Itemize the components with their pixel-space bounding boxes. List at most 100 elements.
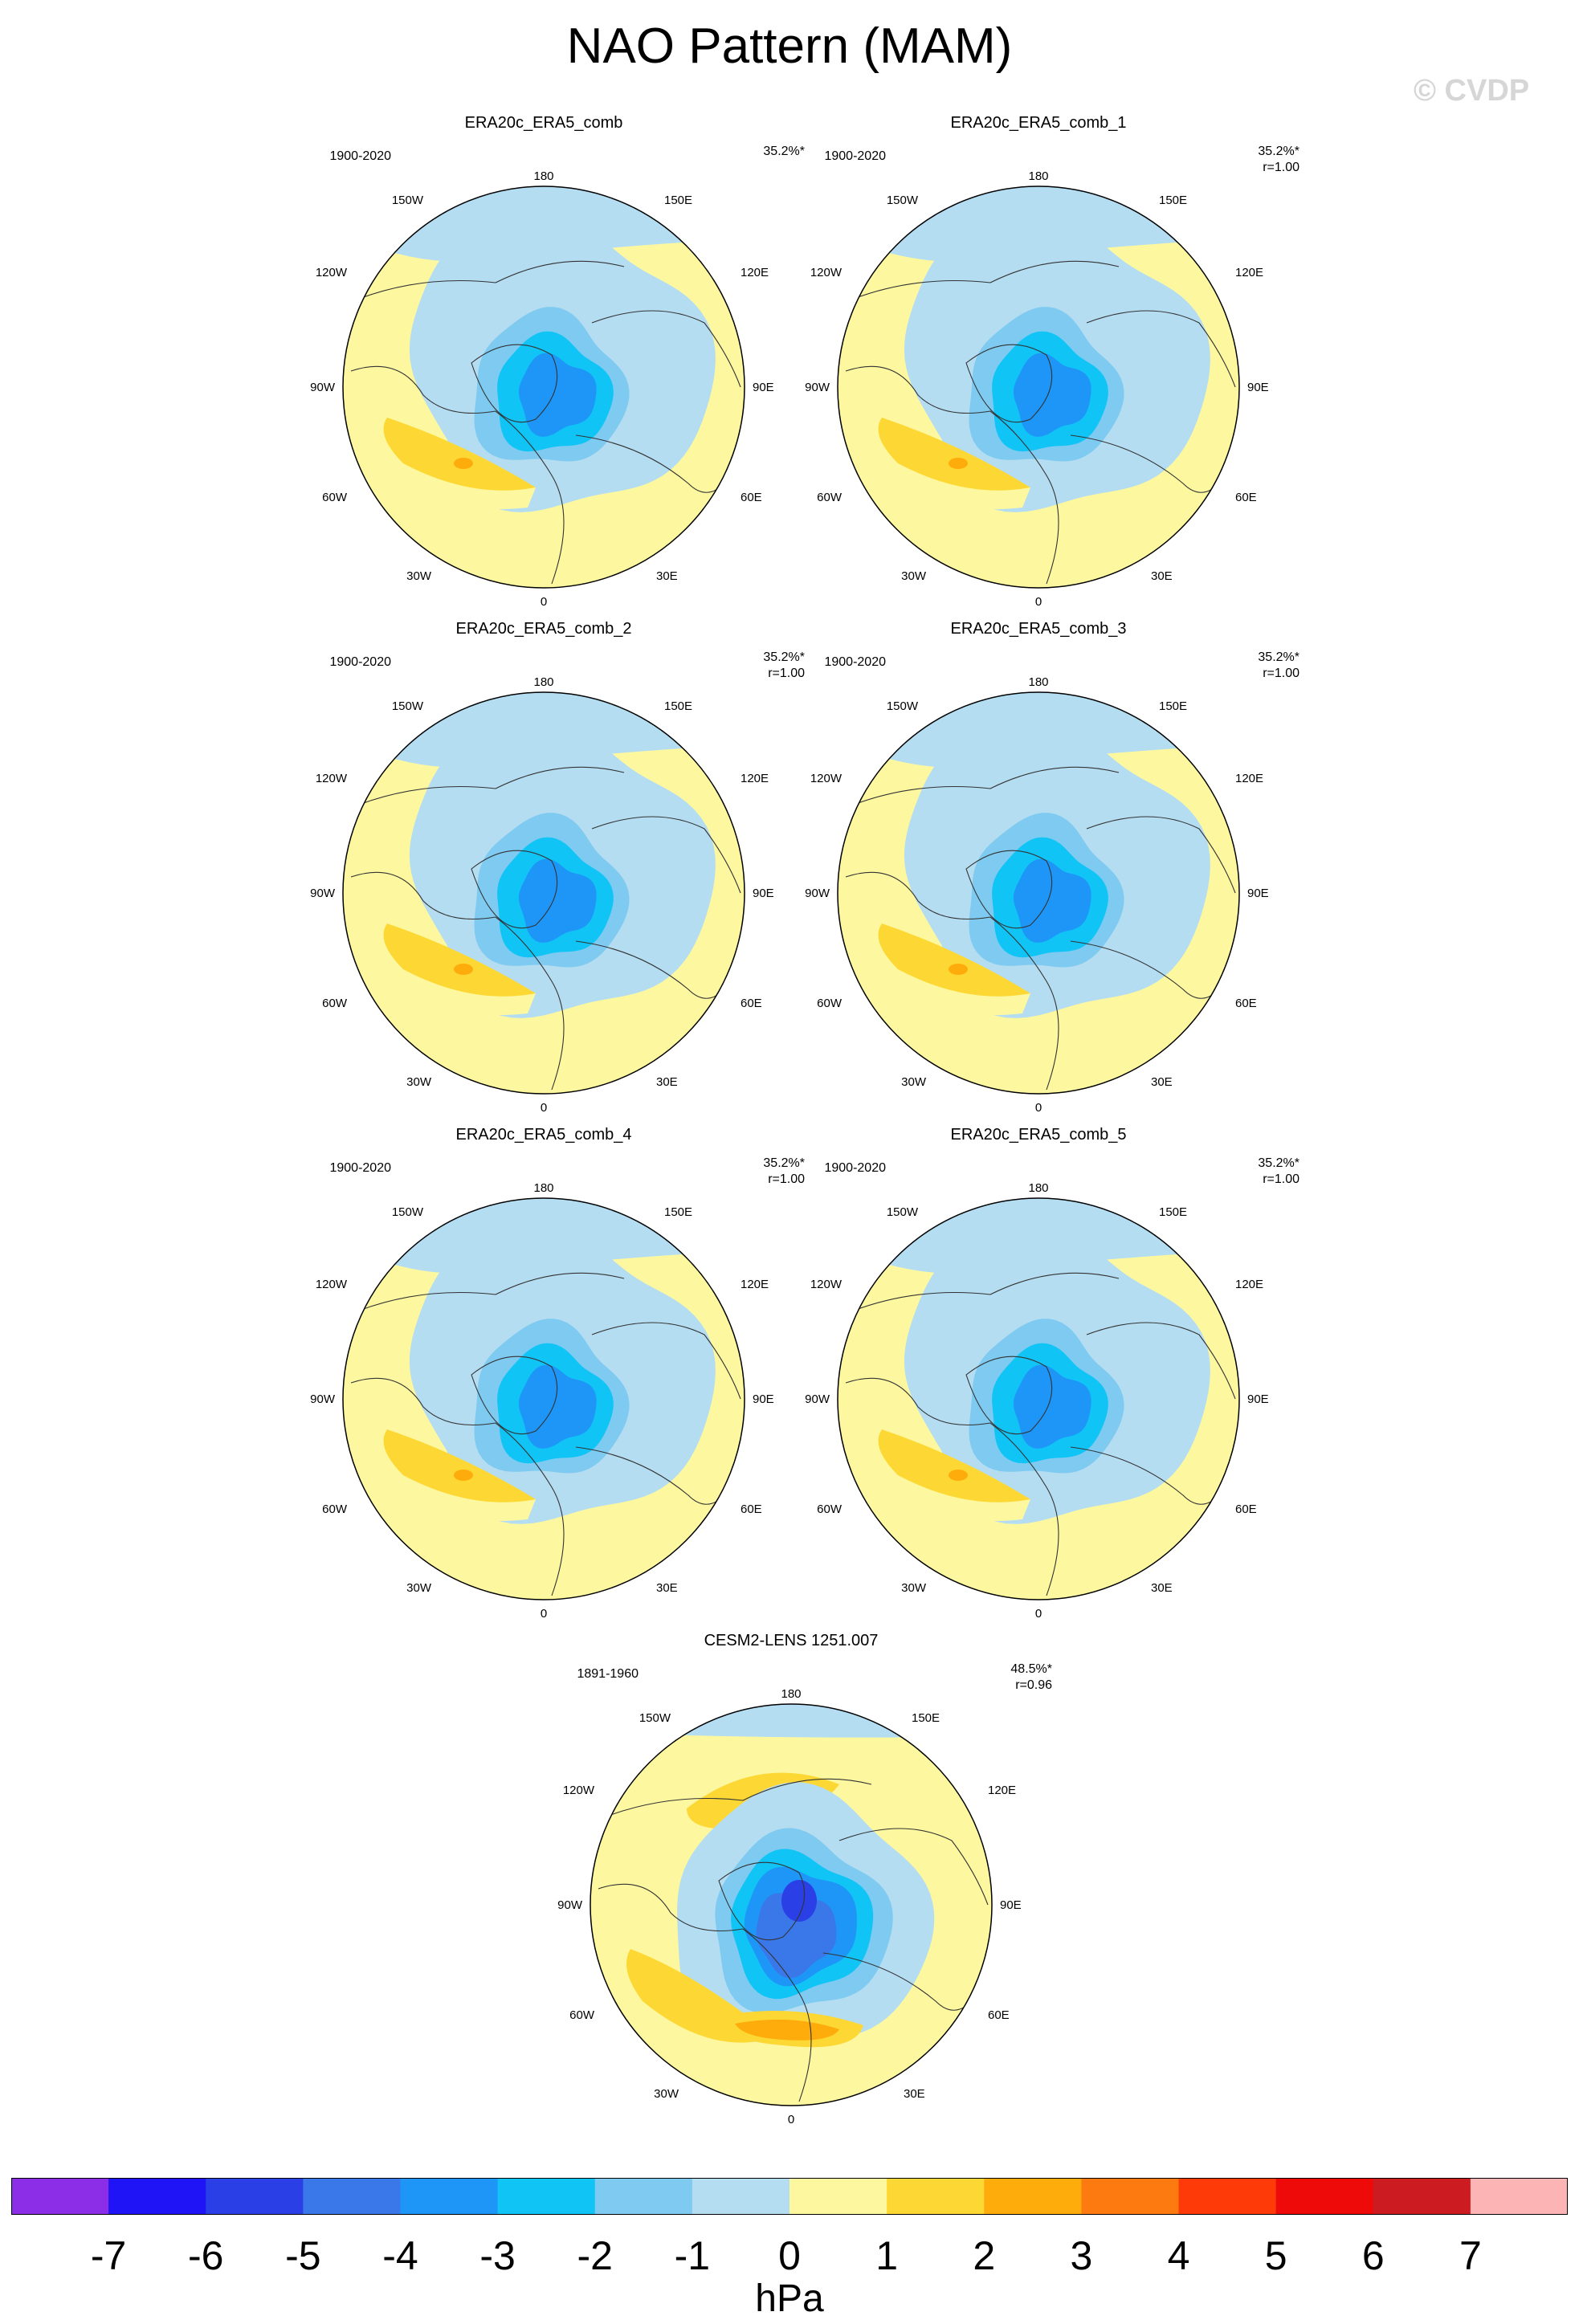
colorbar-swatch bbox=[1470, 2178, 1568, 2215]
anomaly-1-2 bbox=[383, 418, 536, 491]
colorbar-tick-label: -4 bbox=[382, 2233, 418, 2278]
longitude-label-left: 90W bbox=[310, 381, 336, 394]
colorbar-tick-label: -2 bbox=[577, 2233, 613, 2278]
longitude-label-bottom: 0 bbox=[541, 1101, 547, 1115]
panel-period: 1900-2020 bbox=[824, 655, 886, 669]
polar-map: 180 150W 150E 120W 120E 90W 90E 60W 60E 30W 30E 0 bbox=[310, 169, 774, 609]
panel-title: ERA20c_ERA5_comb_1 bbox=[950, 114, 1127, 132]
longitude-label-br: 30E bbox=[1151, 1581, 1173, 1595]
polar-map: 180 150W 150E 120W 120E 90W 90E 60W 60E 30W 30E 0 bbox=[805, 169, 1269, 609]
coastline bbox=[471, 850, 558, 929]
map-panel-2: ERA20c_ERA5_comb_2 1900-2020 35.2%* r=1.00 1… bbox=[271, 620, 881, 1118]
longitude-label-rt: 120E bbox=[741, 1278, 769, 1291]
coastline bbox=[718, 1861, 806, 1941]
longitude-label-br: 30E bbox=[1151, 569, 1173, 583]
colorbar-swatch bbox=[790, 2178, 887, 2215]
longitude-label-lb: 60W bbox=[322, 997, 348, 1010]
longitude-label-rb: 60E bbox=[741, 491, 762, 504]
longitude-label-lb: 60W bbox=[322, 491, 348, 504]
longitude-label-tl: 150W bbox=[887, 1205, 919, 1219]
coastline bbox=[358, 1272, 625, 1311]
panel-title: ERA20c_ERA5_comb_3 bbox=[950, 620, 1127, 638]
anomaly-neg4-neg3 bbox=[518, 353, 597, 437]
longitude-label-bl: 30W bbox=[654, 2087, 679, 2101]
colorbar-tick-label: -3 bbox=[479, 2233, 516, 2278]
longitude-label-right: 90E bbox=[1247, 381, 1269, 394]
panel-variance-explained: 48.5%* bbox=[1010, 1662, 1052, 1676]
longitude-label-br: 30E bbox=[656, 1075, 678, 1089]
longitude-label-br: 30E bbox=[904, 2087, 925, 2101]
longitude-label-lt: 120W bbox=[316, 266, 348, 279]
longitude-label-tr: 150E bbox=[912, 1711, 940, 1725]
map-panel-1: ERA20c_ERA5_comb_1 1900-2020 35.2%* r=1.00 1… bbox=[765, 114, 1376, 612]
anomaly-1-2 bbox=[878, 923, 1030, 997]
coastline bbox=[471, 1356, 558, 1435]
longitude-label-rt: 120E bbox=[741, 772, 769, 785]
coastline bbox=[350, 1377, 565, 1596]
longitude-label-bl: 30W bbox=[406, 1581, 432, 1595]
longitude-label-lb: 60W bbox=[817, 491, 843, 504]
longitude-label-bottom: 0 bbox=[541, 595, 547, 609]
map-border bbox=[837, 1197, 1240, 1600]
colorbar-tick-label: 5 bbox=[1264, 2233, 1287, 2278]
colorbar-swatch bbox=[206, 2178, 304, 2215]
coastline bbox=[845, 365, 1059, 585]
coastline bbox=[853, 1272, 1120, 1311]
longitude-label-lt: 120W bbox=[316, 1278, 348, 1291]
colorbar-swatch bbox=[497, 2178, 596, 2215]
polar-map: 180 150W 150E 120W 120E 90W 90E 60W 60E 30W 30E 0 bbox=[310, 675, 774, 1115]
longitude-label-bl: 30W bbox=[406, 1075, 432, 1089]
colorbar-unit: hPa bbox=[755, 2277, 824, 2320]
longitude-label-tl: 150W bbox=[392, 1205, 424, 1219]
panel-period: 1900-2020 bbox=[824, 1161, 886, 1175]
colorbar-swatch bbox=[11, 2178, 109, 2215]
longitude-label-rb: 60E bbox=[741, 1502, 762, 1516]
longitude-label-top: 180 bbox=[781, 1687, 801, 1701]
panel-period: 1900-2020 bbox=[824, 149, 886, 163]
colorbar-swatch bbox=[594, 2178, 693, 2215]
colorbar-swatch bbox=[400, 2178, 499, 2215]
anomaly-neg5-neg4 bbox=[756, 1893, 837, 1979]
anomaly-neg4-neg3 bbox=[518, 1364, 597, 1449]
longitude-label-lb: 60W bbox=[322, 1502, 348, 1516]
longitude-label-bottom: 0 bbox=[1035, 1607, 1042, 1621]
longitude-label-right: 90E bbox=[1000, 1898, 1022, 1912]
panel-pattern-correlation: r=1.00 bbox=[1263, 1172, 1300, 1186]
anomaly-1-2 bbox=[383, 1429, 536, 1502]
longitude-label-br: 30E bbox=[656, 569, 678, 583]
panel-variance-explained: 35.2%* bbox=[763, 650, 805, 664]
panel-period: 1900-2020 bbox=[329, 149, 391, 163]
panel-title: ERA20c_ERA5_comb bbox=[464, 114, 623, 132]
longitude-label-bl: 30W bbox=[901, 1075, 927, 1089]
coastline bbox=[1086, 1322, 1236, 1400]
coastline bbox=[591, 310, 741, 388]
longitude-label-tl: 150W bbox=[392, 194, 424, 207]
polar-map: 180 150W 150E 120W 120E 90W 90E 60W 60E 30W 30E 0 bbox=[310, 1181, 774, 1621]
colorbar-tick-label: 2 bbox=[973, 2233, 996, 2278]
panel-title: ERA20c_ERA5_comb_2 bbox=[455, 620, 632, 638]
longitude-label-left: 90W bbox=[310, 1392, 336, 1406]
longitude-label-br: 30E bbox=[1151, 1075, 1173, 1089]
longitude-label-top: 180 bbox=[533, 169, 553, 183]
colorbar-swatch bbox=[692, 2178, 790, 2215]
colorbar-swatch bbox=[984, 2178, 1082, 2215]
coastline bbox=[591, 816, 741, 894]
anomaly-2-3 bbox=[454, 1470, 473, 1481]
longitude-label-tr: 150E bbox=[1159, 699, 1187, 713]
longitude-label-tl: 150W bbox=[639, 1711, 671, 1725]
map-border bbox=[837, 186, 1240, 589]
colorbar-tick-label: -5 bbox=[285, 2233, 321, 2278]
panel-variance-explained: 35.2%* bbox=[1258, 1156, 1300, 1170]
panel-period: 1900-2020 bbox=[329, 655, 391, 669]
panel-variance-explained: 35.2%* bbox=[763, 145, 805, 158]
longitude-label-lt: 120W bbox=[563, 1784, 595, 1797]
longitude-label-lt: 120W bbox=[810, 772, 843, 785]
colorbar-tick-label: 6 bbox=[1361, 2233, 1385, 2278]
coastline bbox=[853, 260, 1120, 300]
longitude-label-lt: 120W bbox=[810, 266, 843, 279]
longitude-label-rt: 120E bbox=[1235, 772, 1263, 785]
map-panel-5: ERA20c_ERA5_comb_5 1900-2020 35.2%* r=1.00 1… bbox=[765, 1126, 1376, 1624]
figure-title: NAO Pattern (MAM) bbox=[566, 18, 1013, 74]
longitude-label-bl: 30W bbox=[406, 569, 432, 583]
longitude-label-right: 90E bbox=[1247, 887, 1269, 900]
